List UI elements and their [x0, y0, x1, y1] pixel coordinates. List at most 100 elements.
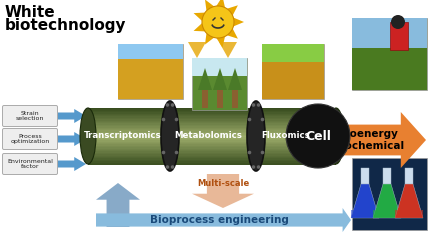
Bar	[217, 90, 223, 108]
Bar	[118, 55, 183, 60]
Bar	[118, 44, 183, 49]
Bar	[88, 114, 336, 115]
Bar	[88, 139, 336, 141]
Bar	[118, 72, 183, 77]
Bar	[88, 150, 336, 152]
Text: Multi-scale: Multi-scale	[197, 179, 249, 188]
Text: Process
optimization: Process optimization	[10, 134, 50, 144]
Circle shape	[162, 118, 165, 121]
Bar	[118, 60, 183, 66]
Circle shape	[286, 104, 350, 168]
Bar	[88, 151, 336, 153]
Circle shape	[162, 151, 165, 154]
Text: Metabolomics: Metabolomics	[174, 132, 242, 140]
Bar	[88, 136, 336, 138]
Circle shape	[202, 6, 234, 38]
Bar	[88, 123, 336, 125]
Bar	[88, 118, 336, 120]
Polygon shape	[194, 12, 205, 21]
Bar	[352, 18, 427, 90]
Polygon shape	[219, 42, 237, 58]
Bar	[395, 210, 423, 218]
Circle shape	[252, 103, 255, 107]
Text: Bioenergy
Biochemical: Bioenergy Biochemical	[333, 129, 404, 151]
Circle shape	[261, 151, 264, 154]
Text: Cell: Cell	[305, 130, 331, 143]
Bar	[88, 120, 336, 122]
Bar	[88, 149, 336, 150]
Bar	[88, 143, 336, 145]
Bar	[88, 146, 336, 148]
Bar	[352, 48, 427, 90]
Circle shape	[171, 165, 174, 169]
Bar	[383, 168, 391, 184]
Text: biotechnology: biotechnology	[5, 18, 126, 33]
Bar	[88, 116, 336, 118]
Polygon shape	[227, 29, 238, 39]
Bar	[88, 156, 336, 157]
Bar	[352, 158, 427, 230]
Bar	[262, 62, 324, 99]
Bar	[88, 130, 336, 132]
Polygon shape	[96, 208, 351, 232]
Bar	[88, 147, 336, 149]
Bar	[88, 137, 336, 139]
Polygon shape	[228, 68, 242, 90]
Bar	[88, 111, 336, 113]
Bar	[262, 44, 324, 62]
Bar	[88, 128, 336, 130]
Polygon shape	[58, 132, 86, 146]
Bar	[232, 90, 238, 108]
Polygon shape	[227, 5, 238, 16]
Bar	[88, 140, 336, 142]
Bar	[373, 210, 401, 218]
Polygon shape	[205, 0, 214, 11]
Polygon shape	[351, 184, 379, 218]
Bar	[361, 168, 369, 184]
Text: Strain
selection: Strain selection	[16, 111, 44, 121]
Bar	[88, 125, 336, 127]
Text: Bioprocess engineering: Bioprocess engineering	[150, 215, 289, 225]
Bar	[88, 133, 336, 135]
Circle shape	[174, 118, 178, 121]
Circle shape	[166, 165, 169, 169]
Polygon shape	[198, 68, 212, 90]
Bar	[88, 122, 336, 124]
Polygon shape	[58, 109, 86, 123]
Circle shape	[257, 165, 260, 169]
Bar	[88, 135, 336, 137]
Bar	[118, 94, 183, 99]
Text: White: White	[5, 5, 55, 20]
Bar	[118, 49, 183, 55]
Bar	[202, 90, 208, 108]
Bar	[88, 144, 336, 146]
Ellipse shape	[247, 101, 265, 171]
Bar	[88, 109, 336, 111]
Bar	[390, 22, 408, 50]
Bar	[88, 161, 336, 163]
Bar	[88, 132, 336, 134]
Bar	[88, 153, 336, 155]
FancyBboxPatch shape	[3, 106, 58, 126]
Bar	[118, 44, 183, 59]
Circle shape	[391, 15, 405, 29]
Polygon shape	[58, 157, 86, 171]
Bar	[88, 160, 336, 162]
Bar	[88, 157, 336, 159]
Bar	[88, 163, 336, 164]
Bar	[351, 210, 379, 218]
Polygon shape	[192, 174, 254, 208]
Text: Fluxomics: Fluxomics	[262, 132, 310, 140]
Circle shape	[166, 103, 169, 107]
FancyBboxPatch shape	[3, 154, 58, 174]
Bar	[88, 158, 336, 160]
Polygon shape	[188, 42, 206, 58]
Circle shape	[171, 103, 174, 107]
Polygon shape	[216, 36, 225, 48]
Polygon shape	[338, 112, 426, 168]
Bar	[118, 88, 183, 94]
Bar	[88, 129, 336, 131]
Text: Environmental
factor: Environmental factor	[7, 159, 53, 169]
Polygon shape	[395, 184, 423, 218]
Bar	[88, 115, 336, 117]
